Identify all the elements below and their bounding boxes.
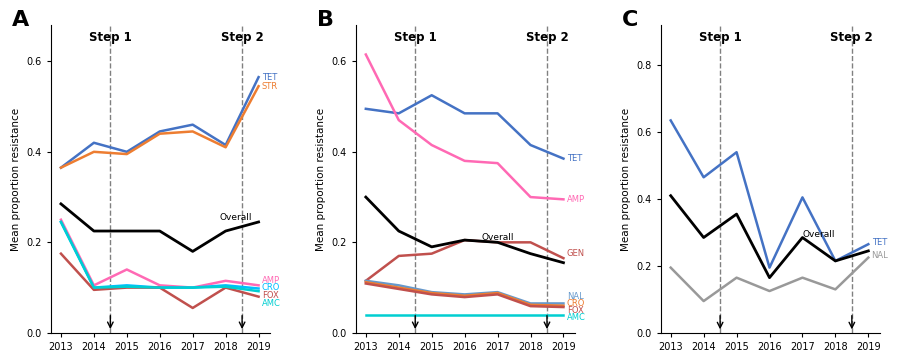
Text: Overall: Overall xyxy=(482,233,514,242)
Text: GEN: GEN xyxy=(567,249,585,258)
Text: AMC: AMC xyxy=(262,299,281,308)
Text: TET: TET xyxy=(871,238,886,247)
Text: AMP: AMP xyxy=(262,276,280,285)
Text: Step 2: Step 2 xyxy=(831,31,873,44)
Text: AMC: AMC xyxy=(567,313,586,322)
Text: FOX: FOX xyxy=(567,306,583,315)
Text: NAL: NAL xyxy=(567,292,583,301)
Text: Overall: Overall xyxy=(803,230,835,239)
Text: Overall: Overall xyxy=(219,213,251,222)
Text: CRO: CRO xyxy=(262,283,280,292)
Text: Step 2: Step 2 xyxy=(526,31,569,44)
Text: AMP: AMP xyxy=(567,195,585,204)
Text: Step 1: Step 1 xyxy=(394,31,436,44)
Text: Step 1: Step 1 xyxy=(698,31,742,44)
Text: Step 1: Step 1 xyxy=(89,31,131,44)
Text: FOX: FOX xyxy=(262,291,279,300)
Text: A: A xyxy=(12,10,29,30)
Text: STR: STR xyxy=(262,82,278,91)
Text: C: C xyxy=(621,10,638,30)
Text: CRO: CRO xyxy=(567,299,585,308)
Text: B: B xyxy=(317,10,334,30)
Text: TET: TET xyxy=(262,73,277,82)
Y-axis label: Mean proportion resistance: Mean proportion resistance xyxy=(11,107,21,250)
Text: NAL: NAL xyxy=(871,252,888,260)
Y-axis label: Mean proportion resistance: Mean proportion resistance xyxy=(316,107,326,250)
Text: Step 2: Step 2 xyxy=(220,31,264,44)
Y-axis label: Mean proportion resistance: Mean proportion resistance xyxy=(621,107,631,250)
Text: TET: TET xyxy=(567,154,582,163)
